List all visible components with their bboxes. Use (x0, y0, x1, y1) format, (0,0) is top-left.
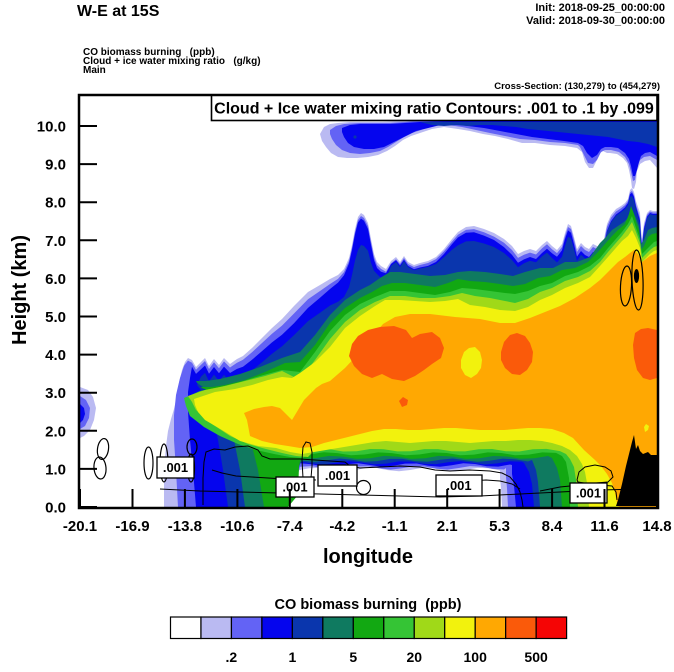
svg-text:7.0: 7.0 (45, 233, 66, 250)
svg-text:Cloud + ice water mixing ratio: Cloud + ice water mixing ratio (g/kg) (83, 56, 261, 67)
svg-text:longitude: longitude (323, 546, 413, 568)
svg-text:8.0: 8.0 (45, 195, 66, 212)
svg-text:1: 1 (289, 649, 297, 665)
svg-text:2.1: 2.1 (437, 518, 458, 535)
svg-text:CO biomass burning (ppb): CO biomass burning (ppb) (275, 597, 462, 613)
svg-text:Init: 2018-09-25_00:00:00: Init: 2018-09-25_00:00:00 (535, 2, 665, 14)
svg-text:1.0: 1.0 (45, 461, 66, 478)
svg-text:10.0: 10.0 (37, 119, 66, 136)
svg-text:Height (km): Height (km) (9, 235, 31, 345)
svg-text:9.0: 9.0 (45, 157, 66, 174)
svg-text:.2: .2 (226, 649, 238, 665)
svg-text:-4.2: -4.2 (329, 518, 355, 535)
svg-text:CO biomass burning (ppb): CO biomass burning (ppb) (83, 47, 215, 58)
svg-text:.001: .001 (446, 478, 471, 493)
svg-text:11.6: 11.6 (590, 518, 618, 535)
svg-text:5.3: 5.3 (489, 518, 510, 535)
svg-text:20: 20 (407, 649, 423, 665)
svg-text:5.0: 5.0 (45, 309, 66, 326)
svg-text:Cross-Section: (130,279) to (4: Cross-Section: (130,279) to (454,279) (494, 81, 660, 92)
svg-text:-13.8: -13.8 (168, 518, 202, 535)
svg-text:100: 100 (464, 649, 488, 665)
svg-text:-20.1: -20.1 (63, 518, 97, 535)
svg-text:-10.6: -10.6 (220, 518, 254, 535)
svg-text:-16.9: -16.9 (115, 518, 149, 535)
svg-text:4.0: 4.0 (45, 347, 66, 364)
svg-text:6.0: 6.0 (45, 271, 66, 288)
svg-text:Cloud + Ice water mixing ratio: Cloud + Ice water mixing ratio Contours:… (214, 101, 654, 118)
svg-text:8.4: 8.4 (542, 518, 564, 535)
svg-text:W-E at 15S: W-E at 15S (77, 3, 160, 20)
svg-text:5: 5 (349, 649, 357, 665)
svg-text:.001: .001 (576, 486, 601, 501)
svg-text:2.0: 2.0 (45, 423, 66, 440)
svg-text:Valid: 2018-09-30_00:00:00: Valid: 2018-09-30_00:00:00 (526, 15, 665, 27)
svg-text:.001: .001 (163, 460, 188, 475)
svg-text:Main: Main (83, 65, 106, 76)
svg-text:3.0: 3.0 (45, 385, 66, 402)
svg-text:.001: .001 (282, 480, 307, 495)
svg-text:0.0: 0.0 (45, 500, 66, 517)
svg-text:-1.1: -1.1 (382, 518, 408, 535)
svg-text:14.8: 14.8 (642, 518, 671, 535)
svg-text:500: 500 (524, 649, 548, 665)
svg-text:-7.4: -7.4 (277, 518, 304, 535)
svg-text:.001: .001 (325, 468, 350, 483)
